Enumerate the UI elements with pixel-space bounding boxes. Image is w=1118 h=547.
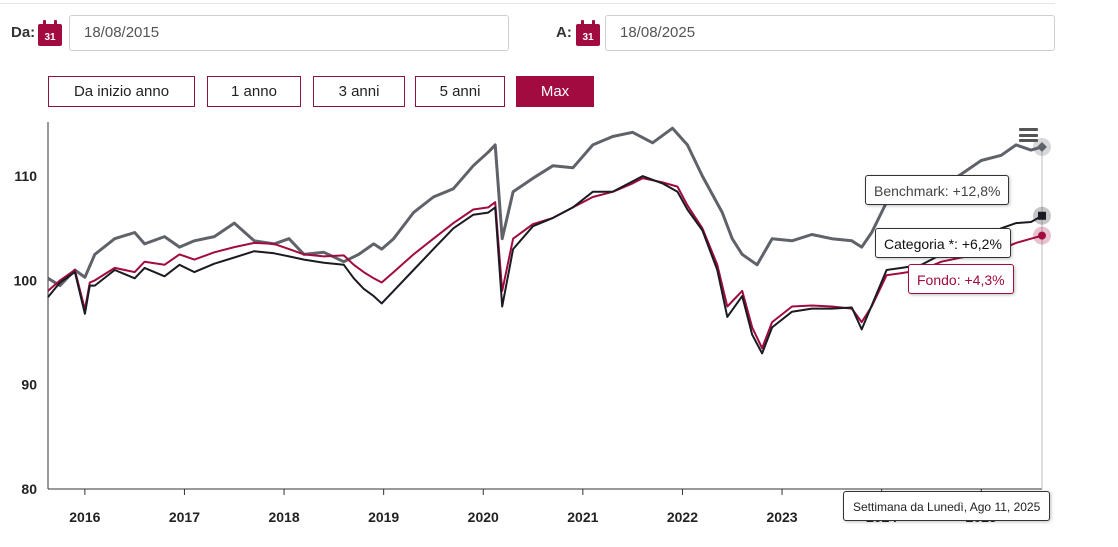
- series-line-fondo: [47, 177, 1043, 350]
- y-tick-label: 90: [21, 377, 37, 393]
- to-date-input[interactable]: 18/08/2025: [605, 15, 1055, 51]
- performance-chart: 80 90 100 110 2016 2017 2018 2019 2020 2021 2022 20…: [14, 122, 1051, 525]
- y-tick-label: 100: [14, 272, 38, 288]
- range-max-button[interactable]: Max: [516, 76, 594, 107]
- x-tick-label: 2022: [667, 509, 698, 525]
- x-tick-label: 2017: [169, 509, 200, 525]
- calendar-icon[interactable]: 31: [576, 20, 600, 46]
- chart-markers: [1033, 137, 1051, 245]
- from-label: Da:: [11, 24, 36, 41]
- categoria-tooltip: Categoria *: +6,2%: [875, 228, 1011, 258]
- marker-categoria: [1038, 211, 1046, 220]
- calendar-icon[interactable]: 31: [38, 20, 62, 46]
- range-3y-button[interactable]: 3 anni: [313, 76, 405, 107]
- calendar-day: 31: [582, 32, 594, 43]
- marker-fondo: [1038, 231, 1046, 240]
- y-tick-label: 80: [21, 481, 37, 497]
- x-tick-label: 2020: [468, 509, 499, 525]
- hamburger-icon[interactable]: [1019, 128, 1038, 142]
- top-divider: [0, 3, 1055, 4]
- to-label: A:: [556, 24, 572, 41]
- x-tick-label: 2016: [69, 509, 100, 525]
- series-line-categoria: [47, 175, 1043, 355]
- date-tooltip: Settimana da Lunedì, Ago 11, 2025: [843, 491, 1051, 521]
- fondo-tooltip: Fondo: +4,3%: [908, 264, 1014, 294]
- range-1y-button[interactable]: 1 anno: [207, 76, 301, 107]
- series-line-benchmark: [47, 126, 1043, 288]
- marker-benchmark: [1037, 141, 1047, 152]
- benchmark-tooltip: Benchmark: +12,8%: [865, 175, 1010, 205]
- x-tick-label: 2023: [766, 509, 797, 525]
- range-ytd-button[interactable]: Da inizio anno: [48, 76, 195, 107]
- y-tick-label: 110: [14, 168, 37, 184]
- x-tick-label: 2021: [567, 509, 598, 525]
- x-tick-label: 2018: [268, 509, 299, 525]
- calendar-day: 31: [44, 32, 56, 43]
- x-tick-label: 2019: [368, 509, 399, 525]
- chart-series: [47, 126, 1043, 355]
- from-date-input[interactable]: 18/08/2015: [69, 15, 509, 51]
- chart-axes: 80 90 100 110 2016 2017 2018 2019 2020 2021 2022 20…: [14, 122, 1043, 525]
- range-5y-button[interactable]: 5 anni: [415, 76, 505, 107]
